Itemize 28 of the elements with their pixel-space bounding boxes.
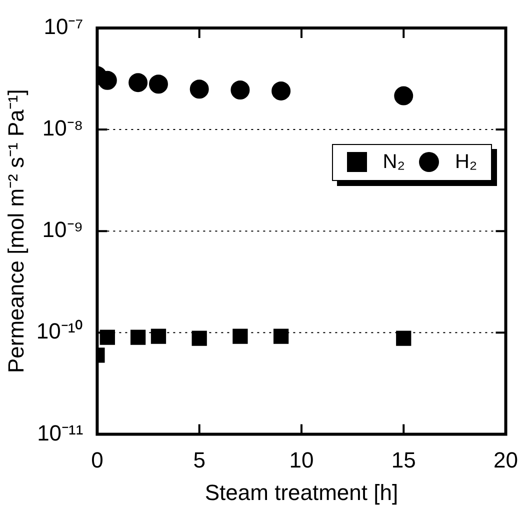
x-tick-label: 20 — [494, 447, 518, 472]
x-tick-label: 5 — [193, 447, 206, 472]
point — [130, 330, 146, 345]
y-tick-label: 10⁻⁹ — [42, 217, 84, 242]
x-tick-label: 10 — [289, 447, 314, 472]
point — [232, 328, 248, 344]
point — [230, 80, 250, 100]
point — [148, 74, 168, 94]
y-axis-title: Permeance [mol m⁻² s⁻¹ Pa⁻¹] — [3, 89, 28, 374]
y-tick-label: 10⁻¹⁰ — [36, 318, 84, 344]
x-axis-title: Steam treatment [h] — [204, 480, 398, 505]
legend-label: N₂ — [382, 150, 405, 174]
point — [128, 73, 148, 92]
y-tick-label: 10⁻⁸ — [42, 116, 84, 141]
x-tick-label: 15 — [391, 447, 416, 472]
point — [272, 81, 291, 100]
point — [394, 86, 414, 106]
legend-label: H₂ — [454, 150, 478, 174]
point — [273, 328, 289, 344]
point — [396, 330, 412, 346]
point — [100, 330, 115, 345]
point — [150, 328, 166, 344]
point — [98, 70, 117, 90]
y-tick-label: 10⁻¹¹ — [37, 420, 84, 446]
x-tick-label: 0 — [91, 447, 104, 472]
y-tick-label: 10⁻⁷ — [44, 14, 84, 40]
point — [190, 80, 209, 99]
point — [192, 330, 207, 346]
